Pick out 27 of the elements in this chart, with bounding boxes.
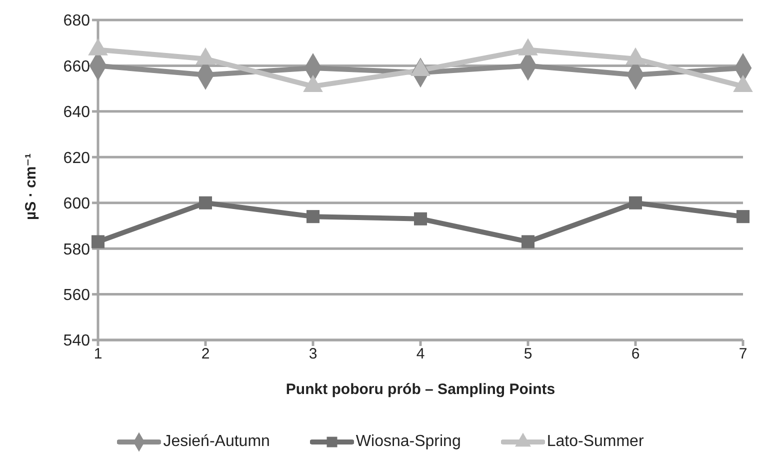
point [628, 196, 642, 210]
x-tick-label: 5 [524, 346, 532, 363]
y-tick-label: 620 [63, 150, 90, 167]
point [521, 235, 535, 248]
point [414, 212, 428, 226]
point [198, 196, 212, 210]
legend-label: Wiosna-Spring [356, 433, 461, 451]
point [736, 210, 750, 224]
point [306, 210, 320, 224]
y-tick-label: 540 [63, 332, 90, 350]
y-tick-label: 640 [63, 104, 90, 122]
y-tick-label: 660 [63, 58, 90, 76]
y-axis-title: µS · cm⁻¹ [22, 153, 40, 220]
x-tick-label: 4 [416, 346, 425, 363]
legend-label: Lato-Summer [546, 433, 644, 451]
y-tick-label: 600 [63, 196, 90, 213]
x-tick-label: 7 [738, 346, 748, 363]
x-tick-label: 1 [94, 346, 102, 363]
x-tick-label: 2 [201, 346, 210, 363]
y-tick-label: 680 [63, 12, 90, 30]
x-tick-label: 3 [308, 346, 318, 363]
x-axis-title: Punkt poboru prób – Sampling Points [286, 381, 556, 398]
point [91, 235, 105, 248]
y-tick-label: 560 [63, 286, 90, 304]
legend-label: Jesień-Autumn [163, 433, 270, 451]
y-tick-label: 580 [63, 241, 90, 258]
x-tick-label: 6 [631, 346, 640, 363]
